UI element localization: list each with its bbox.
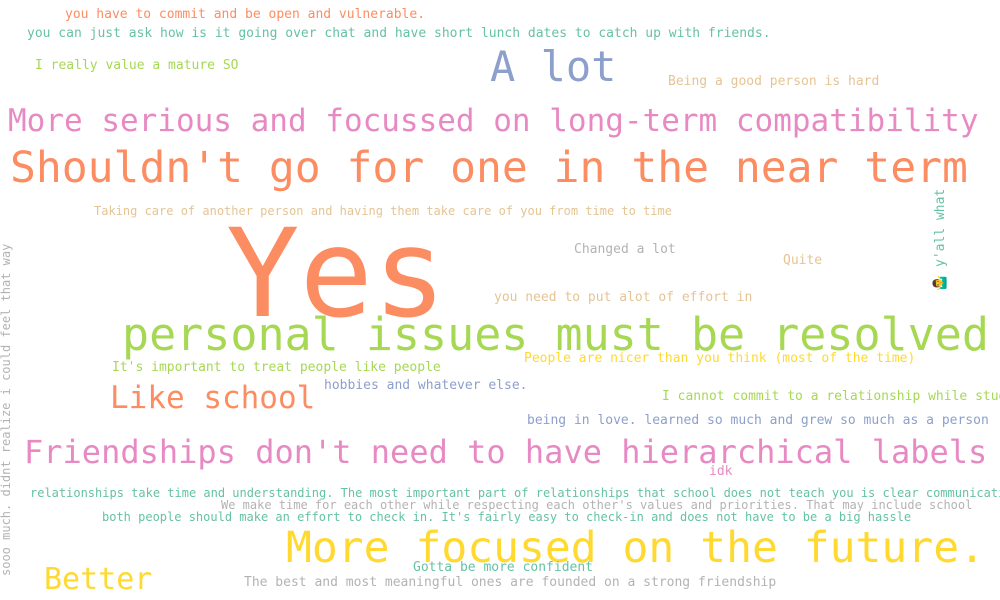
phrase-better: Better — [44, 562, 153, 597]
phrase-make-time: We make time for each other while respec… — [221, 498, 973, 512]
phrase-mature-so: I really value a mature SO — [35, 58, 239, 73]
phrase-personal-issues: personal issues must be resolved — [122, 308, 989, 361]
phrase-people-nicer: People are nicer than you think (most of… — [524, 351, 916, 366]
phrase-idk: idk — [709, 464, 733, 479]
phrase-strong-friendship: The best and most meaningful ones are fo… — [244, 575, 777, 590]
phrase-long-term-compatibility: More serious and focussed on long-term c… — [8, 103, 979, 139]
phrase-sooo-much: sooo much. didnt realize i could feel th… — [0, 243, 13, 576]
phrase-ask-over-chat: you can just ask how is it going over ch… — [27, 26, 771, 41]
phrase-check-in: both people should make an effort to che… — [102, 510, 912, 524]
phrase-good-person-hard: Being a good person is hard — [668, 74, 880, 89]
phrase-yes: Yes — [226, 203, 447, 345]
phrase-hobbies: hobbies and whatever else. — [324, 378, 528, 393]
phrase-relationships-take-time: relationships take time and understandin… — [30, 486, 1000, 500]
phrase-being-in-love: being in love. learned so much and grew … — [527, 413, 989, 428]
phrase-quite: Quite — [783, 253, 823, 268]
phrase-yall-what: 🤷‍♂️ y'all what — [933, 188, 948, 291]
phrase-friendships-labels: Friendships don't need to have hierarchi… — [24, 433, 988, 471]
phrase-more-confident: Gotta be more confident — [413, 560, 594, 575]
phrase-focused-future: More focused on the future. — [286, 523, 985, 573]
phrase-a-lot: A lot — [490, 42, 617, 91]
phrase-changed-a-lot: Changed a lot — [574, 242, 676, 257]
phrase-taking-care: Taking care of another person and having… — [94, 204, 672, 218]
phrase-effort: you need to put alot of effort in — [494, 290, 753, 305]
phrase-commit-open-vulnerable: you have to commit and be open and vulne… — [65, 7, 426, 22]
phrase-treat-people: It's important to treat people like peop… — [112, 360, 441, 375]
phrase-near-term: Shouldn't go for one in the near term — [10, 143, 968, 193]
phrase-cannot-commit: I cannot commit to a relationship while … — [662, 389, 1000, 404]
phrase-like-school: Like school — [110, 380, 316, 416]
